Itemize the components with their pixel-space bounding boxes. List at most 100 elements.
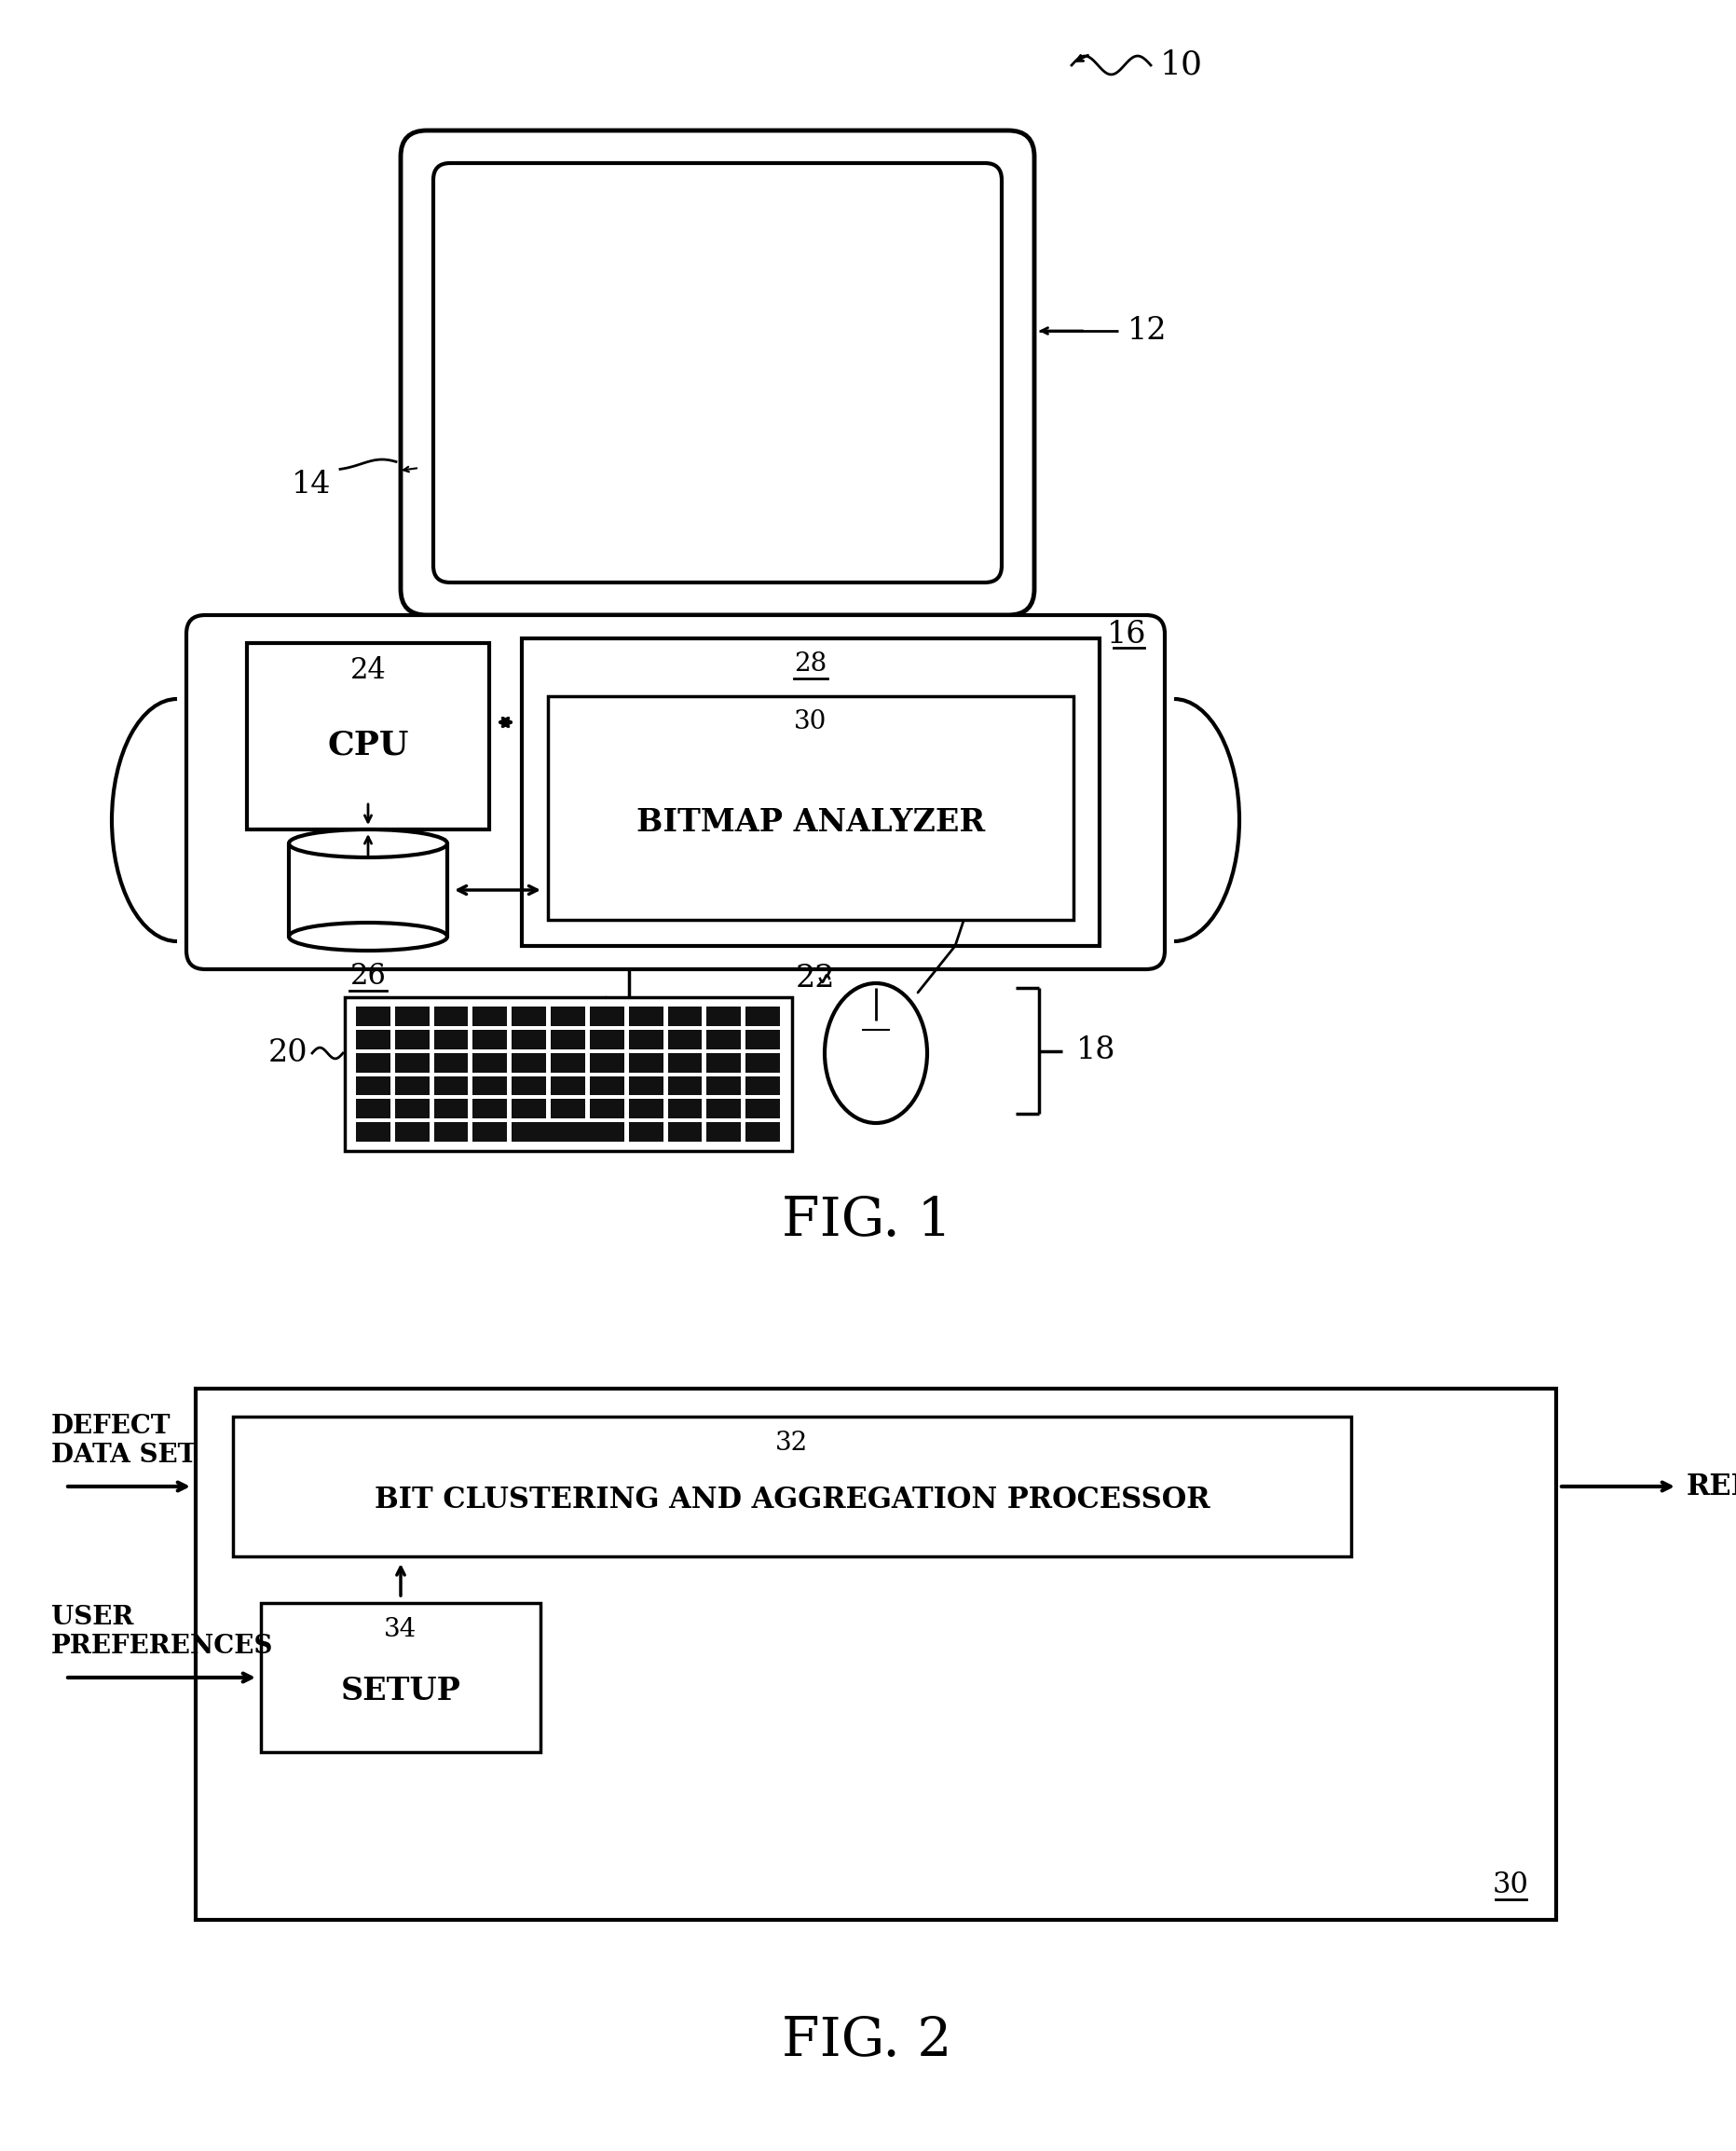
Bar (345, 998, 792, 1151)
Ellipse shape (288, 830, 448, 858)
Bar (707, 1007, 741, 1026)
Text: SETUP: SETUP (340, 1676, 460, 1708)
Text: 20: 20 (267, 1039, 307, 1069)
Ellipse shape (288, 923, 448, 951)
Bar (472, 1030, 507, 1050)
Bar (628, 1007, 663, 1026)
Bar (628, 1030, 663, 1050)
Text: BITMAP ANALYZER: BITMAP ANALYZER (637, 807, 984, 837)
Text: 30: 30 (1491, 1871, 1528, 1899)
Bar (668, 1052, 701, 1071)
Bar (746, 1052, 779, 1071)
Bar (628, 1076, 663, 1095)
Bar (434, 1007, 469, 1026)
Text: USER
PREFERENCES: USER PREFERENCES (52, 1605, 273, 1658)
Bar (628, 1123, 663, 1142)
Bar (590, 1007, 623, 1026)
Bar (394, 1076, 429, 1095)
Bar (550, 1099, 585, 1119)
Bar (356, 1052, 391, 1071)
Bar (472, 1123, 507, 1142)
Text: 30: 30 (793, 710, 826, 736)
Text: 10: 10 (1160, 49, 1203, 82)
FancyBboxPatch shape (186, 615, 1165, 970)
Bar (512, 1099, 547, 1119)
Bar (746, 1007, 779, 1026)
Text: FIG. 2: FIG. 2 (781, 2015, 951, 2067)
Text: 26: 26 (351, 961, 385, 992)
Bar (746, 1099, 779, 1119)
Bar (394, 1099, 429, 1119)
Bar (356, 1007, 391, 1026)
Text: FIG. 1: FIG. 1 (781, 1194, 951, 1248)
Text: REPORT: REPORT (1687, 1471, 1736, 1501)
Bar (434, 1076, 469, 1095)
Bar (260, 1602, 540, 1753)
Bar (590, 1052, 623, 1071)
Bar (550, 1076, 585, 1095)
Text: 14: 14 (292, 469, 332, 499)
Bar (472, 1099, 507, 1119)
Text: 32: 32 (776, 1430, 809, 1456)
Bar (434, 1052, 469, 1071)
Bar (512, 1123, 623, 1142)
Bar (512, 1007, 547, 1026)
Bar (434, 1030, 469, 1050)
Bar (707, 1099, 741, 1119)
Ellipse shape (825, 983, 927, 1123)
Bar (434, 1123, 469, 1142)
Bar (707, 1076, 741, 1095)
Bar (590, 1030, 623, 1050)
Bar (628, 1052, 663, 1071)
Bar (394, 1123, 429, 1142)
Bar (512, 1052, 547, 1071)
Bar (550, 1007, 585, 1026)
Bar (512, 1030, 547, 1050)
Text: 18: 18 (1076, 1037, 1116, 1065)
Bar (434, 1099, 469, 1119)
Bar (196, 1390, 1555, 1921)
Bar (356, 1076, 391, 1095)
Bar (472, 1052, 507, 1071)
Text: 12: 12 (1127, 316, 1167, 346)
Text: 24: 24 (351, 656, 385, 686)
Text: 28: 28 (795, 652, 826, 678)
FancyBboxPatch shape (401, 131, 1035, 615)
Bar (590, 1076, 623, 1095)
Bar (523, 639, 1099, 946)
Bar (668, 1030, 701, 1050)
Bar (668, 1007, 701, 1026)
Bar (550, 1030, 585, 1050)
Bar (472, 1007, 507, 1026)
Bar (356, 1123, 391, 1142)
Bar (550, 1052, 585, 1071)
Bar (746, 1076, 779, 1095)
Bar (247, 643, 490, 830)
Text: DEFECT
DATA SET: DEFECT DATA SET (52, 1413, 196, 1467)
Text: 16: 16 (1106, 619, 1146, 650)
Bar (707, 1052, 741, 1071)
Bar (668, 1123, 701, 1142)
Bar (394, 1030, 429, 1050)
Text: 22: 22 (795, 964, 835, 994)
Bar (590, 1099, 623, 1119)
Bar (668, 1099, 701, 1119)
Bar (356, 1030, 391, 1050)
Bar (628, 1099, 663, 1119)
FancyBboxPatch shape (434, 163, 1002, 583)
Bar (746, 1030, 779, 1050)
Bar (394, 1052, 429, 1071)
Text: 34: 34 (384, 1618, 417, 1641)
Bar (549, 697, 1073, 921)
Bar (512, 1076, 547, 1095)
Bar (707, 1123, 741, 1142)
Bar (668, 1076, 701, 1095)
Bar (356, 1099, 391, 1119)
Text: BIT CLUSTERING AND AGGREGATION PROCESSOR: BIT CLUSTERING AND AGGREGATION PROCESSOR (375, 1486, 1210, 1514)
Bar (472, 1076, 507, 1095)
Bar (233, 1418, 1351, 1557)
Bar (707, 1030, 741, 1050)
Text: CPU: CPU (328, 729, 408, 761)
Bar (746, 1123, 779, 1142)
Bar (394, 1007, 429, 1026)
